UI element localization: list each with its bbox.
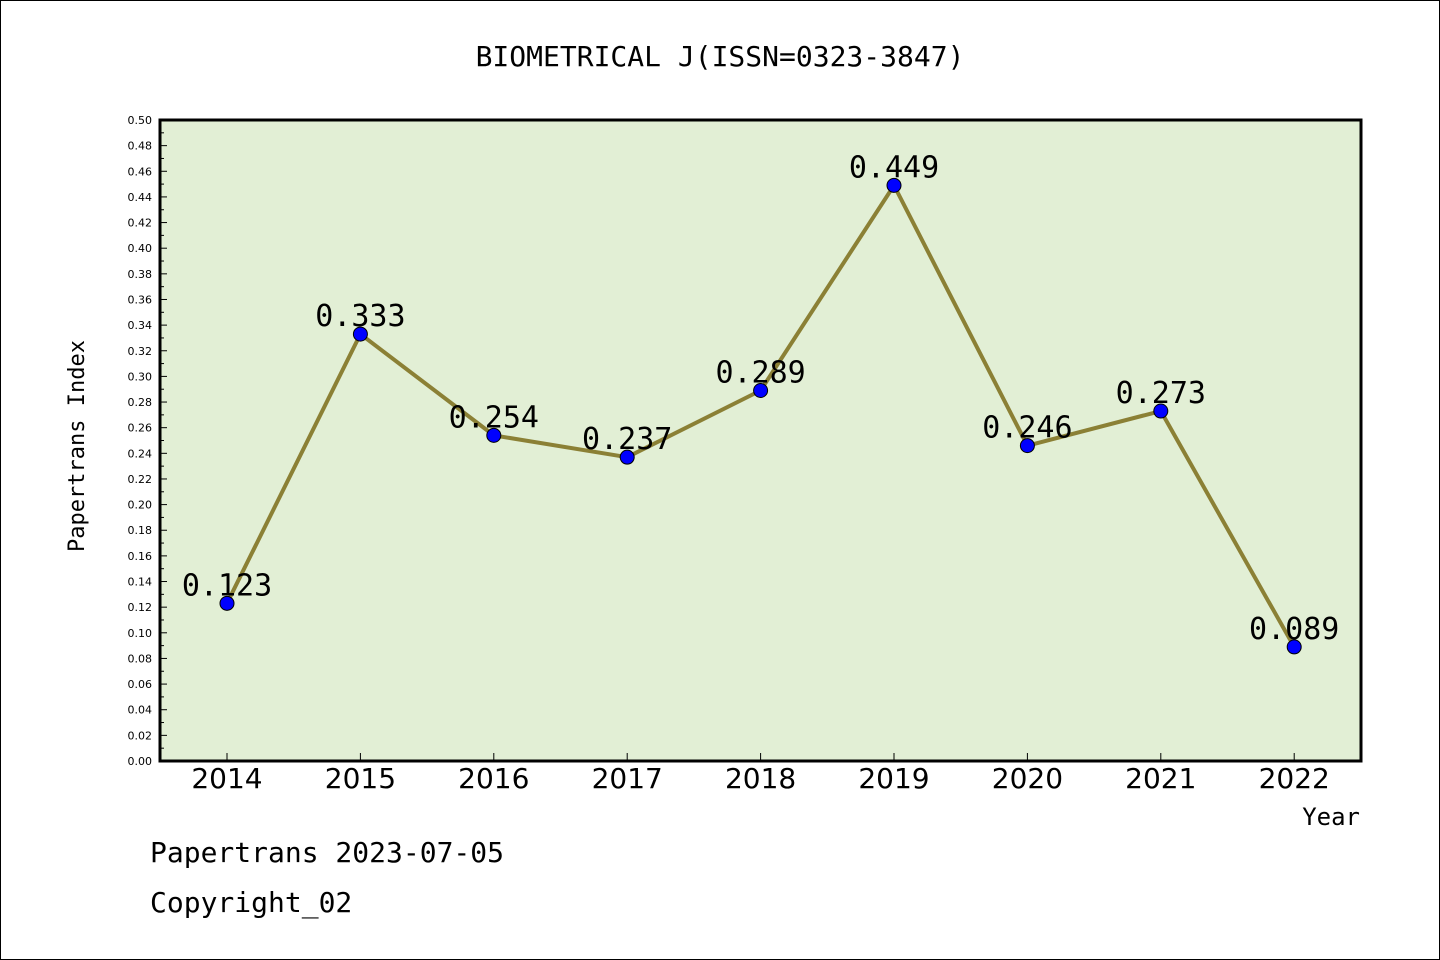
y-tick-label: 0.32 xyxy=(128,345,153,358)
footer-copyright-text: Copyright_02 xyxy=(150,886,353,919)
x-tick-label: 2019 xyxy=(858,762,929,795)
data-point xyxy=(753,383,769,399)
y-tick-label: 0.16 xyxy=(128,550,153,563)
y-tick-label: 0.18 xyxy=(128,524,153,537)
y-tick-label: 0.28 xyxy=(128,396,153,409)
data-point xyxy=(1019,438,1035,454)
x-tick-label: 2020 xyxy=(992,762,1063,795)
y-tick-label: 0.10 xyxy=(128,627,153,640)
data-label: 0.289 xyxy=(715,356,805,391)
data-label: 0.246 xyxy=(982,411,1072,446)
data-point xyxy=(619,449,635,465)
footer-date-text: Papertrans 2023-07-05 xyxy=(150,836,505,869)
y-tick-label: 0.00 xyxy=(128,755,153,768)
data-point xyxy=(1286,639,1302,655)
x-tick-label: 2021 xyxy=(1125,762,1196,795)
data-labels: 0.123 0.333 0.254 0.237 0.289 0.449 0.246 0.273… xyxy=(182,150,1340,647)
y-tick-label: 0.02 xyxy=(128,729,153,742)
y-tick-label: 0.46 xyxy=(128,165,153,178)
data-label: 0.089 xyxy=(1249,612,1339,647)
y-tick-label: 0.04 xyxy=(128,704,153,717)
data-label: 0.333 xyxy=(315,299,405,334)
y-axis: 0.00 0.02 0.04 0.06 0.08 0.10 0.12 0.14 0.16 0.18… xyxy=(128,114,167,768)
y-tick-label: 0.08 xyxy=(128,652,153,665)
data-point xyxy=(886,177,902,193)
data-label: 0.237 xyxy=(582,422,672,457)
y-tick-label: 0.30 xyxy=(128,370,153,383)
x-tick-label: 2015 xyxy=(325,762,396,795)
data-markers xyxy=(219,177,1302,655)
y-tick-label: 0.06 xyxy=(128,678,153,691)
y-tick-label: 0.34 xyxy=(128,319,153,332)
data-point xyxy=(1153,403,1169,419)
y-tick-label: 0.14 xyxy=(128,576,153,589)
data-label: 0.123 xyxy=(182,568,272,603)
chart-title: BIOMETRICAL J(ISSN=0323-3847) xyxy=(476,40,965,73)
y-tick-label: 0.40 xyxy=(128,242,153,255)
data-point xyxy=(352,326,368,342)
y-tick-label: 0.24 xyxy=(128,447,153,460)
data-label: 0.449 xyxy=(849,150,939,185)
x-tick-label: 2017 xyxy=(592,762,663,795)
y-tick-label: 0.36 xyxy=(128,293,153,306)
y-tick-label: 0.26 xyxy=(128,422,153,435)
x-tick-label: 2022 xyxy=(1259,762,1330,795)
y-tick-label: 0.42 xyxy=(128,217,153,230)
y-tick-label: 0.50 xyxy=(128,114,153,127)
y-tick-label: 0.44 xyxy=(128,191,153,204)
x-axis: 2014 2015 2016 2017 2018 2019 2020 2021 2022 xyxy=(191,753,1330,795)
x-tick-label: 2014 xyxy=(191,762,262,795)
data-point xyxy=(486,427,502,443)
plot-area xyxy=(158,118,1363,763)
data-label: 0.273 xyxy=(1116,376,1206,411)
y-axis-label: Papertrans Index xyxy=(65,340,90,552)
y-tick-label: 0.48 xyxy=(128,140,153,153)
data-point xyxy=(219,595,235,611)
y-tick-label: 0.12 xyxy=(128,601,153,614)
y-tick-label: 0.38 xyxy=(128,268,153,281)
y-tick-label: 0.20 xyxy=(128,499,153,512)
x-axis-label: Year xyxy=(1302,803,1360,831)
x-tick-label: 2016 xyxy=(458,762,529,795)
data-label: 0.254 xyxy=(449,400,539,435)
y-tick-label: 0.22 xyxy=(128,473,153,486)
x-tick-label: 2018 xyxy=(725,762,796,795)
